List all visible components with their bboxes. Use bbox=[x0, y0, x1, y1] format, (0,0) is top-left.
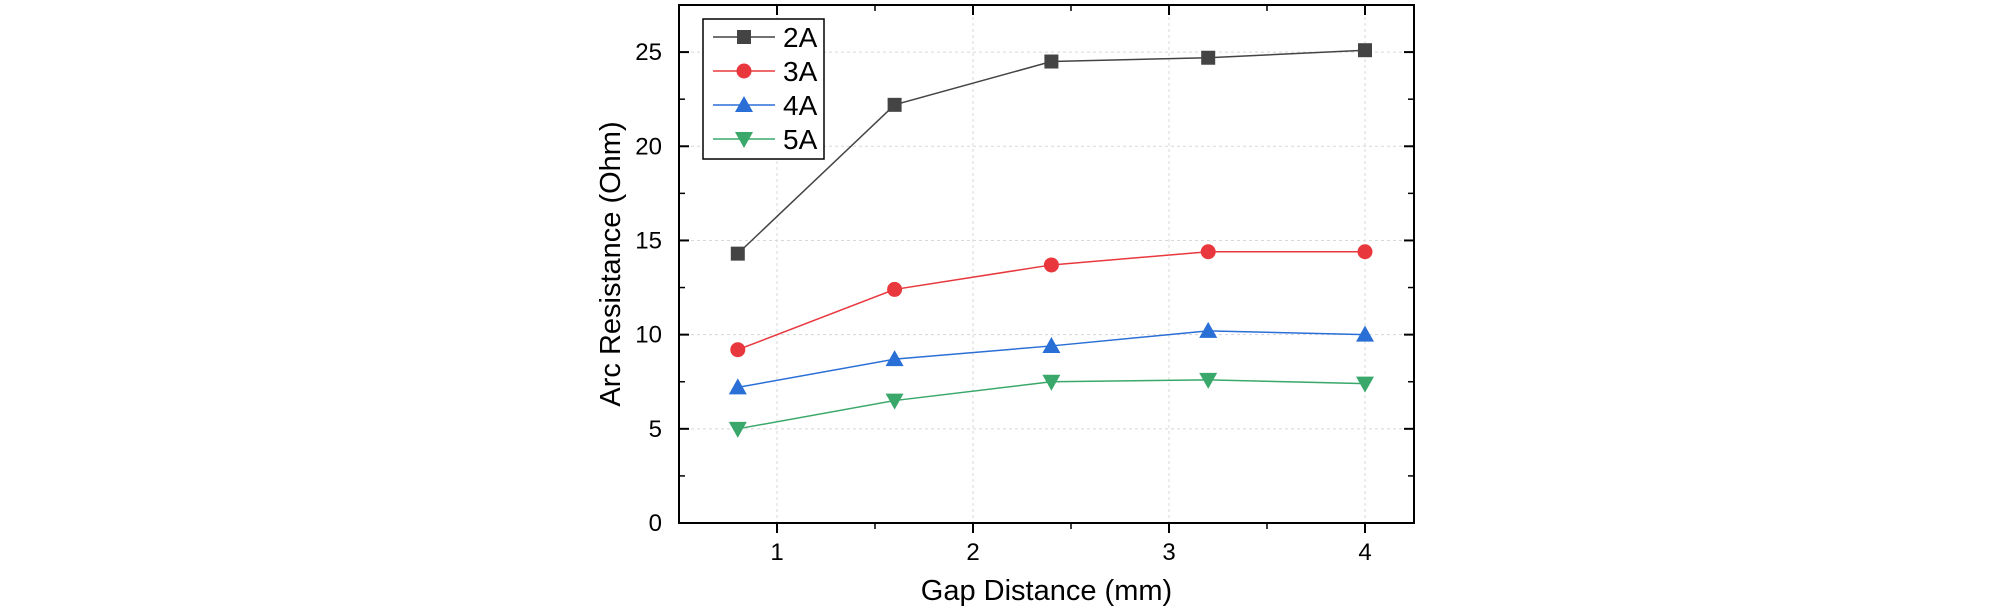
x-tick-label: 2 bbox=[966, 539, 979, 566]
data-point-4a bbox=[1199, 321, 1218, 338]
x-tick-label: 1 bbox=[770, 539, 783, 566]
x-axis-title: Gap Distance (mm) bbox=[921, 575, 1172, 607]
x-tick-label: 4 bbox=[1358, 539, 1371, 566]
data-point-2a bbox=[1358, 43, 1372, 58]
plot-frame bbox=[678, 4, 1415, 524]
series-line-2a bbox=[737, 49, 1366, 255]
legend-item-5a: 5A bbox=[713, 124, 818, 155]
data-point-3a bbox=[730, 342, 746, 358]
x-tick-label: 3 bbox=[1162, 539, 1175, 566]
legend-marker-3a bbox=[736, 63, 752, 79]
data-point-2a bbox=[1201, 50, 1216, 65]
legend-marker-4a bbox=[735, 96, 753, 112]
data-point-2a bbox=[730, 246, 745, 261]
legend-label-3a: 3A bbox=[783, 56, 818, 87]
data-point-5a bbox=[885, 393, 904, 410]
data-point-4a bbox=[728, 378, 747, 395]
series-4a bbox=[728, 321, 1374, 395]
y-tick-label: 10 bbox=[635, 322, 662, 349]
legend-label-5a: 5A bbox=[783, 124, 818, 155]
data-point-5a bbox=[1356, 376, 1374, 393]
y-tick-label: 0 bbox=[649, 510, 662, 537]
data-point-4a bbox=[1042, 336, 1061, 353]
legend-item-3a: 3A bbox=[713, 56, 818, 87]
legend-item-2a: 2A bbox=[713, 22, 818, 53]
data-point-3a bbox=[1200, 244, 1216, 260]
y-tick-label: 5 bbox=[649, 416, 662, 443]
legend-label-2a: 2A bbox=[783, 22, 818, 53]
legend-marker-5a bbox=[735, 132, 753, 148]
y-axis-title: Arc Resistance (Ohm) bbox=[595, 121, 627, 406]
legend-marker-2a bbox=[737, 30, 751, 44]
data-point-4a bbox=[1356, 325, 1374, 342]
y-tick-label: 25 bbox=[635, 39, 662, 66]
y-tick-label: 15 bbox=[635, 227, 662, 254]
series-2a bbox=[730, 43, 1372, 261]
legend-box bbox=[702, 18, 825, 160]
legend-item-4a: 4A bbox=[713, 90, 818, 121]
series-3a bbox=[730, 244, 1373, 358]
axis-layer: 0 5 10 15 20 25 1 2 3 4 bbox=[635, 5, 1414, 566]
data-point-4a bbox=[885, 350, 904, 367]
data-point-2a bbox=[887, 97, 902, 112]
data-point-3a bbox=[887, 281, 903, 297]
data-point-5a bbox=[1042, 374, 1061, 391]
legend-label-4a: 4A bbox=[783, 90, 818, 121]
data-point-5a bbox=[728, 421, 747, 438]
series-5a bbox=[728, 372, 1374, 438]
data-point-2a bbox=[1044, 54, 1059, 69]
data-point-3a bbox=[1357, 244, 1373, 260]
data-point-3a bbox=[1043, 257, 1059, 273]
series-layer bbox=[728, 43, 1374, 438]
y-tick-label: 20 bbox=[635, 133, 662, 160]
data-point-5a bbox=[1199, 372, 1218, 389]
